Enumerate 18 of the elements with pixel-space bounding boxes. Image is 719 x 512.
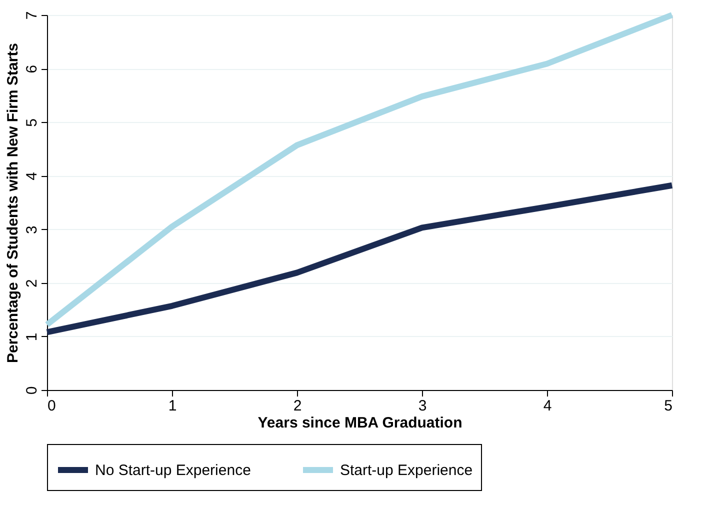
y-tick-label: 7 <box>24 11 40 20</box>
y-tick-label: 0 <box>24 386 40 395</box>
y-tick-label: 5 <box>24 118 40 127</box>
x-tick-label: 1 <box>168 398 177 414</box>
x-axis-title: Years since MBA Graduation <box>258 414 462 432</box>
y-tick-label: 4 <box>24 172 40 180</box>
x-tick-label: 0 <box>48 398 56 414</box>
x-tick-label: 4 <box>543 398 552 414</box>
y-axis-title: Percentage of Students with New Firm Starts <box>4 42 22 364</box>
y-tick-label: 2 <box>24 279 40 288</box>
legend-label: Start-up Experience <box>340 462 473 479</box>
x-tick-label: 3 <box>418 398 427 414</box>
x-tick-label: 2 <box>293 398 302 414</box>
y-tick-label: 1 <box>24 332 40 342</box>
y-tick-label: 6 <box>24 64 40 74</box>
y-tick-label: 3 <box>24 226 40 234</box>
legend-label: No Start-up Experience <box>95 462 251 479</box>
x-tick-label: 5 <box>664 398 672 414</box>
